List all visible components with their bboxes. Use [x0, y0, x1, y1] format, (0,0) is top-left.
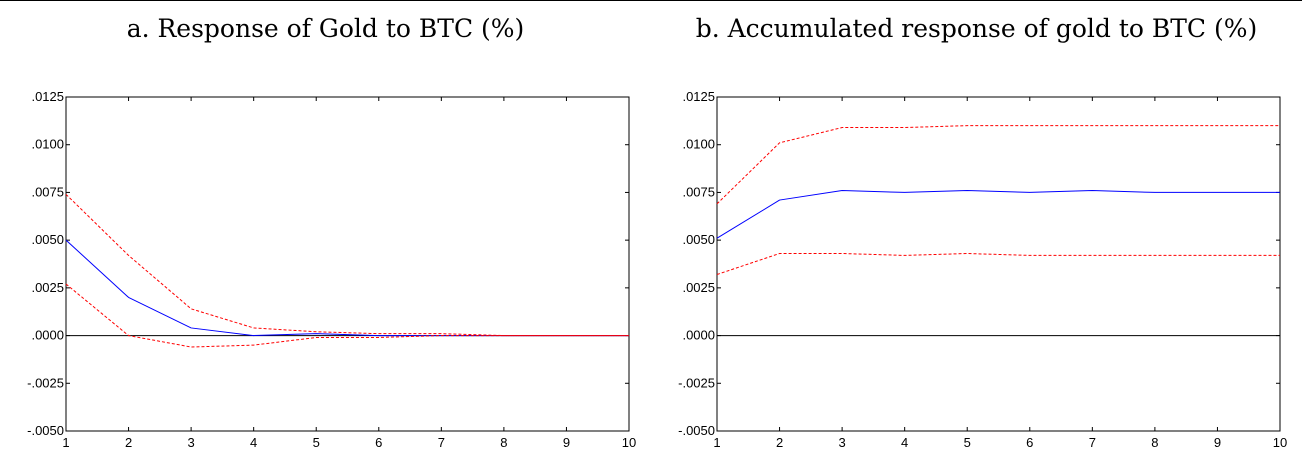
- y-tick-label: .0075: [682, 184, 715, 199]
- y-tick-label: .0125: [682, 89, 715, 104]
- x-tick-label: 1: [713, 435, 720, 450]
- response-line: [65, 239, 629, 337]
- y-tick-label: -.0025: [678, 375, 715, 390]
- x-tick-label: 10: [1273, 435, 1287, 450]
- plot-frame: [716, 96, 1281, 432]
- y-tick-label: -.0050: [27, 423, 64, 438]
- x-tick-label: 4: [250, 435, 257, 450]
- y-tick-label: .0125: [31, 89, 64, 104]
- top-rule: [0, 0, 1302, 1]
- lower-band-line: [65, 283, 629, 348]
- response-line: [716, 190, 1280, 239]
- x-tick-label: 3: [187, 435, 194, 450]
- x-tick-label: 5: [964, 435, 971, 450]
- chart-b: -.0050 -.0025 .0000 .0025 .0050 .0075 .0100 .01…: [678, 89, 1287, 450]
- y-tick-label: .0000: [682, 328, 715, 343]
- lower-band-line: [716, 253, 1280, 275]
- x-tick-label: 7: [1089, 435, 1096, 450]
- x-tick-label: 5: [313, 435, 320, 450]
- x-tick-label: 4: [901, 435, 908, 450]
- y-tick-label: .0100: [682, 137, 715, 152]
- y-tick-label: .0050: [31, 232, 64, 247]
- y-tick-label: .0050: [682, 232, 715, 247]
- y-tick-label: .0025: [31, 280, 64, 295]
- y-tick-label: -.0025: [27, 375, 64, 390]
- x-tick-label: 9: [563, 435, 570, 450]
- x-tick-label: 3: [838, 435, 845, 450]
- x-tick-label: 6: [1026, 435, 1033, 450]
- y-tick-label: .0000: [31, 328, 64, 343]
- y-tick-label: .0025: [682, 280, 715, 295]
- chart-a: -.0050 -.0025 .0000 .0025 .0050 .0075 .0100 .01…: [27, 89, 636, 450]
- x-tick-label: 8: [1151, 435, 1158, 450]
- x-tick-label: 8: [500, 435, 507, 450]
- upper-band-line: [716, 125, 1280, 205]
- y-tick-label: .0100: [31, 137, 64, 152]
- x-tick-label: 2: [125, 435, 132, 450]
- x-tick-label: 1: [62, 435, 69, 450]
- x-tick-label: 9: [1214, 435, 1221, 450]
- chart-b-title: b. Accumulated response of gold to BTC (…: [695, 14, 1258, 43]
- chart-a-title: a. Response of Gold to BTC (%): [126, 14, 525, 43]
- x-tick-label: 7: [438, 435, 445, 450]
- y-tick-label: -.0050: [678, 423, 715, 438]
- x-tick-label: 10: [622, 435, 636, 450]
- upper-band-line: [65, 193, 629, 337]
- y-tick-label: .0075: [31, 184, 64, 199]
- plot-frame: [65, 96, 630, 432]
- x-tick-label: 6: [375, 435, 382, 450]
- x-tick-label: 2: [776, 435, 783, 450]
